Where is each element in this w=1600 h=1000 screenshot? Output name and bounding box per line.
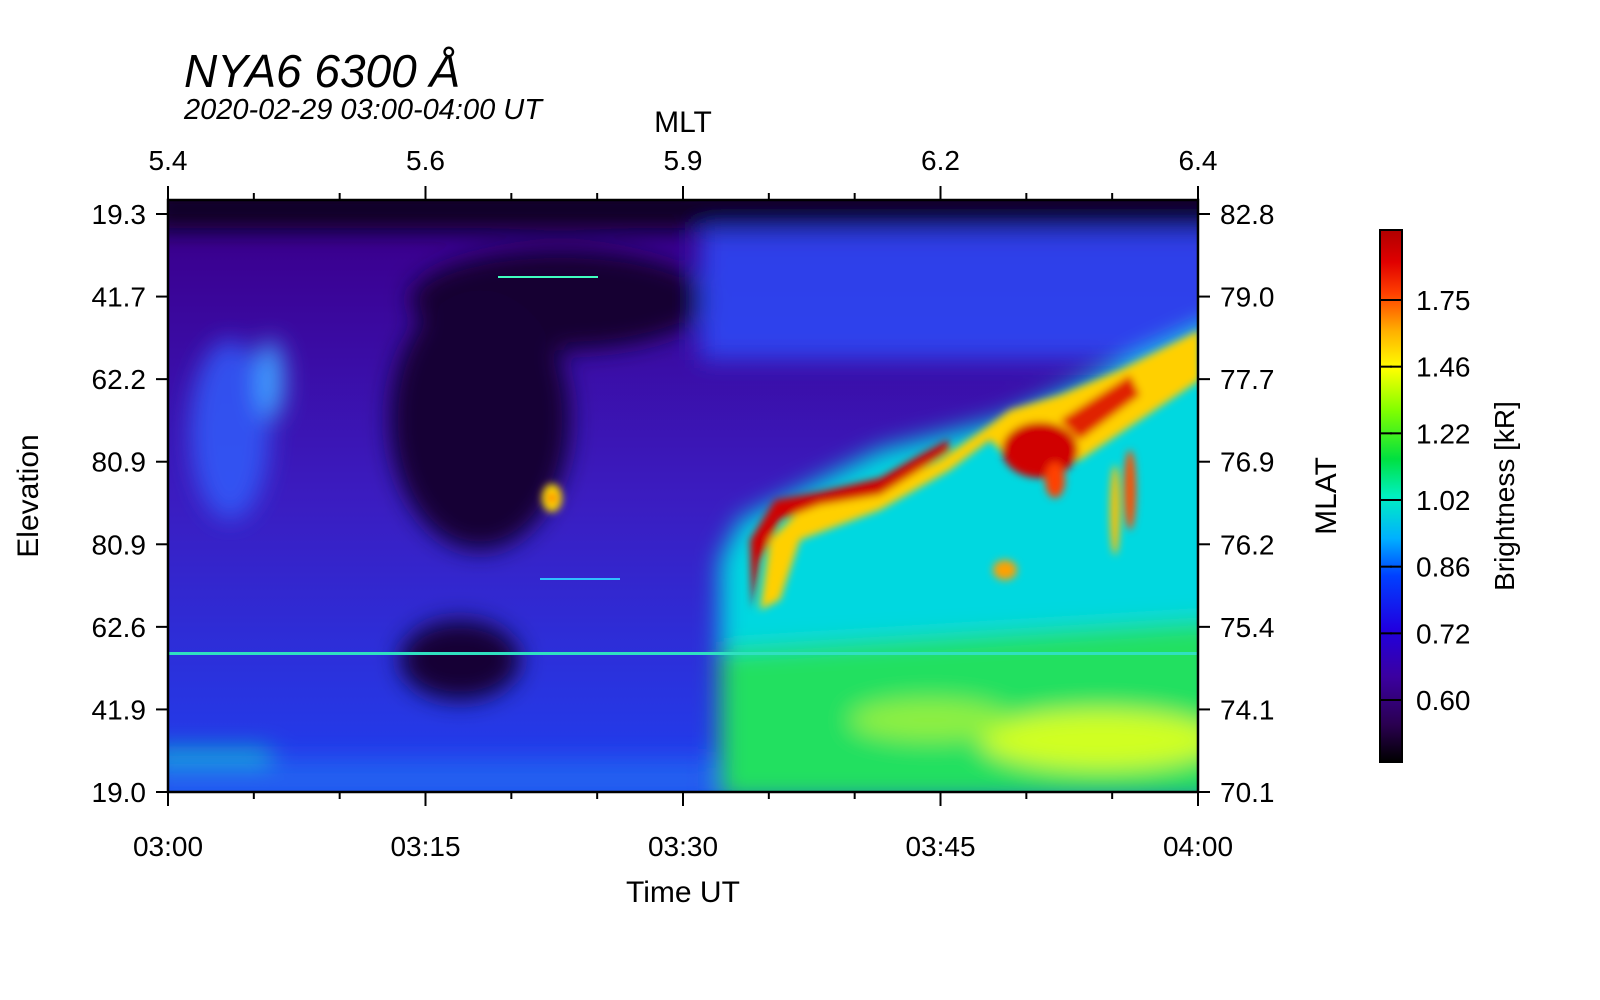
y-right-tick-label: 76.9: [1220, 447, 1275, 478]
y-left-tick-label: 62.6: [92, 612, 147, 643]
y-right-tick-label: 79.0: [1220, 282, 1275, 313]
right-axis-label: MLAT: [1310, 457, 1343, 535]
x-tick-label: 03:45: [905, 831, 975, 862]
colorbar-tick-label: 0.60: [1416, 685, 1471, 716]
colorbar-tick-label: 1.02: [1416, 485, 1471, 516]
y-right-tick-label: 75.4: [1220, 612, 1275, 643]
top-tick-label: 5.4: [149, 145, 188, 176]
colorbar-axis: 1.75 1.46 1.22 1.02 0.86 0.72 0.60: [1380, 285, 1471, 716]
colorbar-label: Brightness [kR]: [1489, 401, 1520, 591]
x-axis-label: Time UT: [626, 876, 740, 909]
x-axis-mlt: 5.4 5.6 5.9 6.2 6.4: [149, 145, 1218, 200]
chart-subtitle: 2020-02-29 03:00-04:00 UT: [184, 94, 542, 126]
y-right-tick-label: 82.8: [1220, 199, 1275, 230]
left-axis-label: Elevation: [12, 434, 45, 557]
colorbar-tick-label: 1.22: [1416, 418, 1471, 449]
top-tick-label: 5.9: [664, 145, 703, 176]
y-right-tick-label: 76.2: [1220, 529, 1275, 560]
y-left-tick-label: 19.3: [92, 199, 147, 230]
y-left-tick-label: 62.2: [92, 364, 147, 395]
chart-title: NYA6 6300 Å: [184, 45, 461, 97]
y-axis-mlat: 82.8 79.0 77.7 76.9 76.2 75.4 74.1 70.1: [1198, 199, 1275, 808]
y-left-tick-label: 80.9: [92, 529, 147, 560]
colorbar-tick-label: 1.46: [1416, 352, 1471, 383]
y-left-tick-label: 41.7: [92, 282, 147, 313]
top-tick-label: 6.2: [921, 145, 960, 176]
y-axis-elevation: 19.3 41.7 62.2 80.9 80.9 62.6 41.9 19.0: [92, 199, 168, 808]
x-tick-label: 04:00: [1163, 831, 1233, 862]
top-tick-label: 6.4: [1179, 145, 1218, 176]
colorbar-tick-label: 1.75: [1416, 285, 1471, 316]
y-left-tick-label: 19.0: [92, 777, 147, 808]
top-tick-label: 5.6: [406, 145, 445, 176]
colorbar-tick-label: 0.72: [1416, 618, 1471, 649]
top-axis-label: MLT: [654, 106, 712, 139]
x-tick-label: 03:30: [648, 831, 718, 862]
x-axis-time: 03:00 03:15 03:30 03:45 04:00: [133, 792, 1233, 862]
y-right-tick-label: 74.1: [1220, 694, 1275, 725]
heatmap-image: [168, 200, 1198, 792]
x-tick-label: 03:00: [133, 831, 203, 862]
y-left-tick-label: 80.9: [92, 447, 147, 478]
y-left-tick-label: 41.9: [92, 694, 147, 725]
colorbar: [1379, 229, 1403, 763]
y-right-tick-label: 70.1: [1220, 777, 1275, 808]
y-right-tick-label: 77.7: [1220, 364, 1275, 395]
colorbar-tick-label: 0.86: [1416, 552, 1471, 583]
x-tick-label: 03:15: [390, 831, 460, 862]
